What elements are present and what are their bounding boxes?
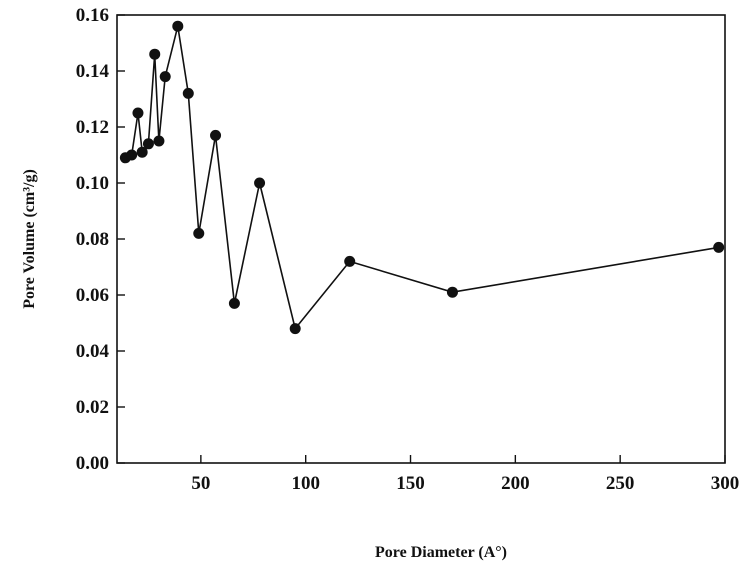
x-tick-label: 250: [606, 473, 635, 494]
data-point: [153, 135, 165, 147]
y-tick-label: 0.14: [76, 61, 110, 82]
y-tick-label: 0.02: [76, 397, 109, 418]
data-point: [172, 20, 184, 32]
data-point: [289, 323, 301, 335]
data-point: [126, 149, 138, 161]
x-tick-label: 50: [191, 473, 210, 494]
y-tick-label: 0.12: [76, 117, 109, 138]
y-tick-label: 0.16: [76, 5, 109, 26]
data-point: [228, 297, 240, 309]
data-point: [210, 129, 222, 141]
ticks-layer: 0.00 0.02 0.04 0.06 0.08 0.10 0.12 0.14 0.16 50 10…: [76, 5, 740, 494]
data-point: [132, 107, 144, 119]
y-tick-label: 0.10: [76, 173, 109, 194]
data-point: [149, 48, 161, 60]
data-point: [344, 255, 356, 267]
y-tick-label: 0.04: [76, 341, 110, 362]
x-tick-label: 300: [711, 473, 740, 494]
x-tick-label: 200: [501, 473, 530, 494]
data-point: [136, 146, 148, 158]
x-tick-label: 150: [396, 473, 425, 494]
series-line: [125, 26, 719, 331]
data-point: [446, 286, 458, 298]
y-axis-title: Pore Volume (cm³/g): [21, 169, 38, 309]
data-point: [254, 177, 266, 189]
data-point: [142, 138, 154, 150]
y-tick-label: 0.06: [76, 285, 109, 306]
x-tick-label: 100: [291, 473, 320, 494]
series-layer: [119, 20, 725, 335]
x-axis-title: Pore Diameter (A°): [375, 544, 507, 561]
data-point: [182, 87, 194, 99]
y-tick-label: 0.08: [76, 229, 109, 250]
plot-frame: [116, 14, 726, 464]
data-point: [713, 241, 725, 253]
data-point: [193, 227, 205, 239]
data-point: [159, 71, 171, 83]
y-tick-label: 0.00: [76, 453, 109, 474]
